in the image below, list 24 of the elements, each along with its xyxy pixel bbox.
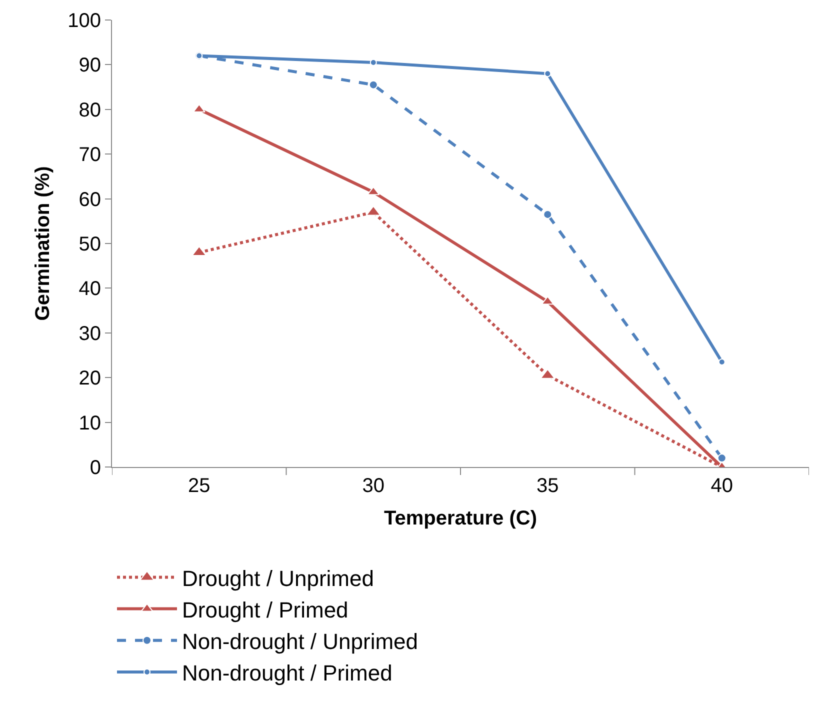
x-axis-title: Temperature (C): [384, 508, 537, 530]
y-tick-label: 20: [78, 368, 101, 390]
y-axis-title: Germination (%): [32, 166, 54, 321]
x-tick-label: 25: [188, 475, 210, 497]
point: [718, 358, 726, 366]
y-tick-label: 100: [68, 10, 101, 32]
legend-label: Drought / Unprimed: [182, 566, 374, 591]
x-tick-label: 40: [710, 475, 734, 497]
y-tick-label: 10: [78, 412, 101, 434]
y-tick-label: 60: [78, 188, 101, 211]
y-tick-label: 70: [78, 144, 101, 166]
y-tick-label: 0: [90, 457, 101, 479]
y-tick-label: 80: [78, 99, 101, 122]
y-tick-label: 30: [78, 322, 101, 345]
x-tick-label: 35: [536, 475, 559, 497]
y-tick-label: 40: [78, 278, 101, 300]
legend-label: Non-drought / Primed: [182, 660, 392, 686]
legend-label: Non-drought / Unprimed: [182, 628, 418, 654]
legend-label: Drought / Primed: [182, 597, 348, 622]
y-tick-label: 90: [78, 54, 101, 77]
point: [544, 70, 552, 78]
y-tick-label: 50: [78, 234, 101, 256]
x-tick-label: 30: [362, 475, 385, 497]
point: [368, 80, 378, 90]
